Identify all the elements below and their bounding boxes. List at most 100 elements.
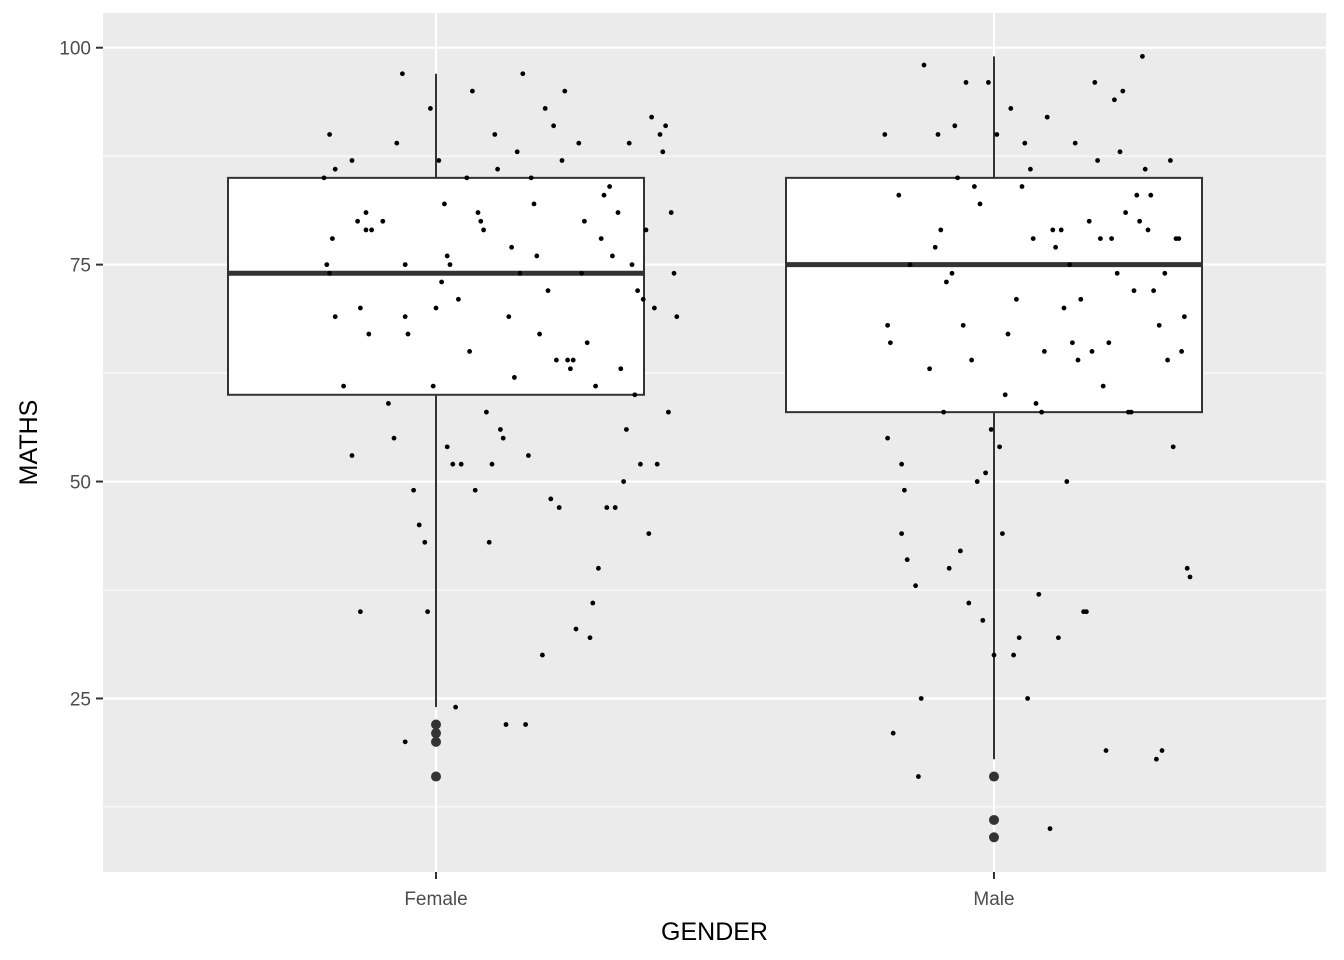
data-point xyxy=(478,218,484,224)
data-point xyxy=(991,652,997,658)
data-point xyxy=(1033,401,1039,406)
data-point xyxy=(1078,296,1084,302)
data-point xyxy=(958,548,963,554)
data-point xyxy=(643,227,649,233)
data-point xyxy=(587,635,593,641)
data-point xyxy=(632,392,638,398)
data-point xyxy=(363,227,369,233)
data-point xyxy=(464,175,470,181)
data-point xyxy=(1142,166,1148,172)
data-point xyxy=(439,279,444,285)
data-point xyxy=(402,739,408,745)
data-point xyxy=(475,210,481,215)
data-point xyxy=(966,600,972,606)
data-point xyxy=(1140,53,1145,59)
data-point xyxy=(983,470,988,476)
data-point xyxy=(890,730,896,736)
data-point xyxy=(946,565,952,571)
data-point xyxy=(355,218,360,224)
data-point xyxy=(405,331,411,337)
data-point xyxy=(654,461,660,467)
data-point xyxy=(1019,184,1025,189)
data-point xyxy=(980,617,986,623)
data-point xyxy=(332,166,338,172)
data-point xyxy=(576,140,582,146)
data-point xyxy=(1106,340,1112,346)
data-point xyxy=(386,401,391,406)
data-point xyxy=(674,314,680,320)
data-point xyxy=(517,270,523,276)
data-point xyxy=(1030,236,1036,241)
outlier-point xyxy=(431,771,441,782)
data-point xyxy=(607,184,612,189)
data-point xyxy=(663,123,668,129)
data-point xyxy=(615,210,621,215)
data-point xyxy=(425,609,430,615)
data-point xyxy=(1148,192,1154,198)
data-point xyxy=(1050,227,1056,233)
data-point xyxy=(484,409,489,415)
data-point xyxy=(1151,288,1156,294)
y-tick-label: 100 xyxy=(59,39,91,60)
data-point xyxy=(559,158,565,163)
data-point xyxy=(904,557,910,563)
data-point xyxy=(1092,80,1098,85)
data-point xyxy=(1005,331,1011,337)
data-point xyxy=(453,704,458,710)
data-point xyxy=(531,201,537,207)
data-point xyxy=(1112,97,1117,103)
data-point xyxy=(1014,296,1019,302)
data-point xyxy=(1131,288,1137,294)
data-point xyxy=(882,132,888,137)
data-point xyxy=(666,409,671,415)
data-point xyxy=(960,322,966,328)
data-point xyxy=(467,348,472,354)
data-point xyxy=(430,383,436,389)
data-point xyxy=(652,305,657,311)
data-point xyxy=(972,184,977,189)
data-point xyxy=(885,322,890,328)
data-point xyxy=(1044,114,1050,120)
data-point xyxy=(916,774,921,779)
data-point xyxy=(570,357,576,363)
outlier-point xyxy=(989,832,999,843)
data-point xyxy=(1039,409,1044,415)
data-point xyxy=(1064,479,1070,484)
data-point xyxy=(963,80,969,85)
data-point xyxy=(1016,635,1022,641)
data-point xyxy=(442,201,447,207)
data-point xyxy=(596,565,601,571)
data-point xyxy=(1028,166,1033,172)
data-point xyxy=(988,427,994,432)
data-point xyxy=(416,522,422,528)
data-point xyxy=(1114,270,1120,276)
data-point xyxy=(506,314,512,320)
data-point xyxy=(1058,227,1064,233)
data-point xyxy=(551,123,556,129)
data-point xyxy=(1053,244,1058,250)
data-point xyxy=(1089,348,1095,354)
data-point xyxy=(341,383,346,389)
data-point xyxy=(918,696,924,701)
data-point xyxy=(562,88,568,94)
axes: 25 50 75 100 Female Male xyxy=(59,39,1014,910)
data-point xyxy=(899,531,904,537)
data-point xyxy=(436,158,442,163)
data-point xyxy=(1025,696,1030,701)
data-point xyxy=(593,383,598,389)
data-point xyxy=(514,149,520,155)
y-axis-title: MATHS xyxy=(15,400,43,486)
data-point xyxy=(1117,149,1123,155)
data-point xyxy=(1120,88,1126,94)
data-point xyxy=(422,539,428,545)
data-point xyxy=(540,652,545,658)
data-point xyxy=(321,175,327,181)
outlier-point xyxy=(989,814,999,825)
data-point xyxy=(556,505,562,510)
outlier-point xyxy=(431,719,441,730)
data-point xyxy=(402,314,408,320)
x-axis-title: GENDER xyxy=(661,918,768,946)
data-point xyxy=(977,201,983,207)
data-point xyxy=(358,305,363,311)
